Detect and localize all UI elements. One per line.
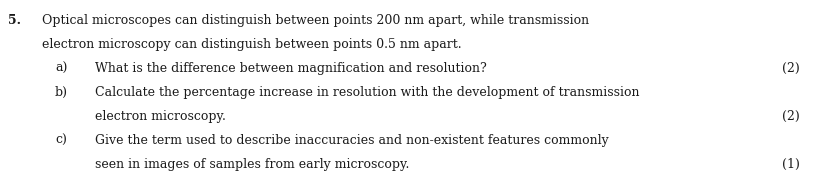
Text: b): b) xyxy=(55,86,68,99)
Text: electron microscopy.: electron microscopy. xyxy=(95,110,226,123)
Text: (2): (2) xyxy=(782,110,800,123)
Text: 5.: 5. xyxy=(8,14,21,27)
Text: seen in images of samples from early microscopy.: seen in images of samples from early mic… xyxy=(95,158,409,171)
Text: Optical microscopes can distinguish between points 200 nm apart, while transmiss: Optical microscopes can distinguish betw… xyxy=(42,14,589,27)
Text: c): c) xyxy=(55,134,67,147)
Text: (2): (2) xyxy=(782,62,800,75)
Text: a): a) xyxy=(55,62,68,75)
Text: Give the term used to describe inaccuracies and non-existent features commonly: Give the term used to describe inaccurac… xyxy=(95,134,609,147)
Text: What is the difference between magnification and resolution?: What is the difference between magnifica… xyxy=(95,62,487,75)
Text: electron microscopy can distinguish between points 0.5 nm apart.: electron microscopy can distinguish betw… xyxy=(42,38,461,51)
Text: Calculate the percentage increase in resolution with the development of transmis: Calculate the percentage increase in res… xyxy=(95,86,640,99)
Text: (1): (1) xyxy=(782,158,800,171)
